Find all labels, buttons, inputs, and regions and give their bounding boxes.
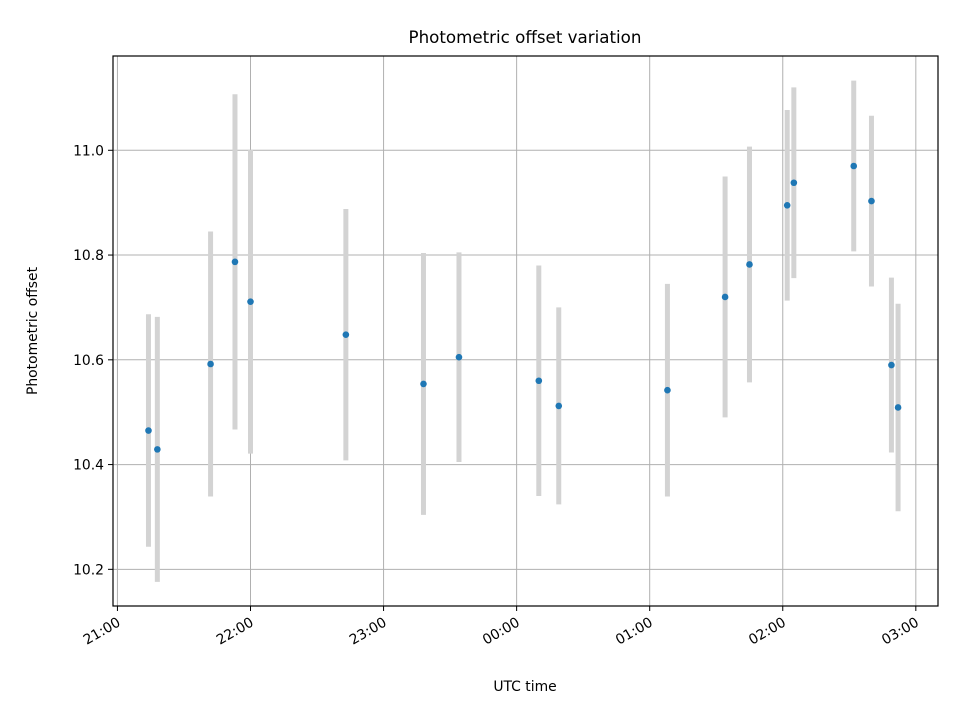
data-point bbox=[247, 298, 254, 305]
data-point bbox=[888, 361, 895, 369]
data-point bbox=[868, 197, 875, 205]
data-point bbox=[664, 386, 671, 394]
plot-frame bbox=[112, 55, 939, 607]
y-tick-label: 11.0 bbox=[73, 143, 104, 159]
data-point bbox=[231, 258, 239, 266]
y-tick-label: 10.6 bbox=[73, 353, 104, 369]
data-point bbox=[783, 201, 791, 209]
y-tick-label: 10.8 bbox=[73, 248, 104, 264]
data-point bbox=[746, 261, 753, 268]
data-point bbox=[455, 353, 463, 361]
y-tick-label: 10.4 bbox=[73, 458, 104, 474]
y-tick-label: 10.2 bbox=[73, 562, 104, 578]
data-point bbox=[894, 404, 902, 411]
data-point bbox=[154, 446, 161, 453]
data-point bbox=[850, 162, 858, 170]
data-point bbox=[145, 427, 152, 434]
data-points bbox=[145, 162, 902, 453]
data-point bbox=[721, 293, 729, 301]
data-point bbox=[790, 179, 798, 187]
data-point bbox=[535, 377, 543, 385]
data-point bbox=[555, 402, 563, 410]
y-axis-label: Photometric offset bbox=[25, 266, 41, 395]
data-point bbox=[342, 331, 350, 338]
chart-title: Photometric offset variation bbox=[409, 27, 642, 47]
x-axis-label: UTC time bbox=[493, 679, 556, 695]
data-point bbox=[420, 380, 427, 388]
data-point bbox=[207, 360, 214, 368]
